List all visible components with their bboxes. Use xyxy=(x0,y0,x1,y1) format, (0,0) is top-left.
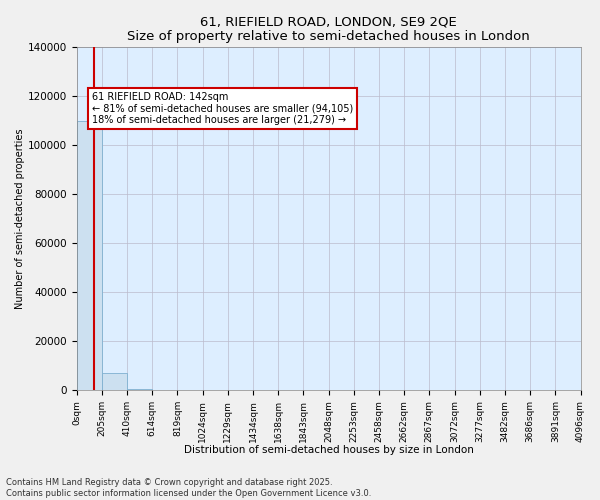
Bar xyxy=(102,372,127,390)
Bar xyxy=(127,388,152,390)
Y-axis label: Number of semi-detached properties: Number of semi-detached properties xyxy=(15,128,25,309)
Title: 61, RIEFIELD ROAD, LONDON, SE9 2QE
Size of property relative to semi-detached ho: 61, RIEFIELD ROAD, LONDON, SE9 2QE Size … xyxy=(127,15,530,43)
Text: 61 RIEFIELD ROAD: 142sqm
← 81% of semi-detached houses are smaller (94,105)
18% : 61 RIEFIELD ROAD: 142sqm ← 81% of semi-d… xyxy=(92,92,353,125)
X-axis label: Distribution of semi-detached houses by size in London: Distribution of semi-detached houses by … xyxy=(184,445,473,455)
Bar xyxy=(77,120,102,390)
Text: Contains HM Land Registry data © Crown copyright and database right 2025.
Contai: Contains HM Land Registry data © Crown c… xyxy=(6,478,371,498)
